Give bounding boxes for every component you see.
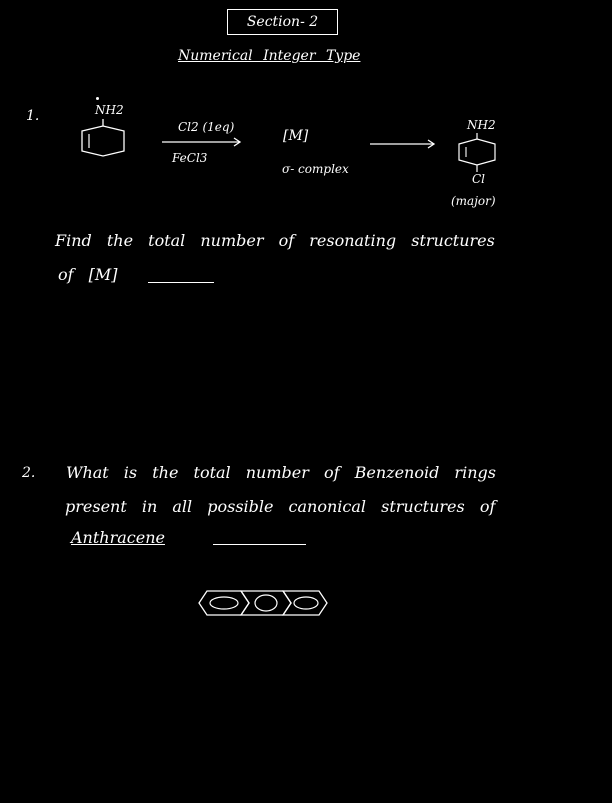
q2-number: 2. bbox=[22, 465, 36, 481]
q1-reagent-bottom: FeCl3 bbox=[172, 151, 208, 165]
q1-intermediate: [M] bbox=[283, 128, 309, 144]
q1-reagent-top: Cl2 (1eq) bbox=[178, 120, 235, 134]
q1-product-nh2: NH2 bbox=[467, 118, 496, 132]
q1-product-cl: Cl bbox=[472, 172, 486, 186]
q2-answer-blank bbox=[213, 544, 306, 545]
q1-answer-blank bbox=[148, 282, 214, 283]
q1-reaction-arrow-icon bbox=[162, 137, 242, 147]
product-benzene-ring-icon bbox=[458, 133, 496, 172]
q2-line2: present in all possible canonical struct… bbox=[65, 497, 496, 516]
q2-line3: Anthracene bbox=[71, 528, 165, 547]
q1-number: 1. bbox=[26, 108, 40, 124]
q1-intermediate-note: σ- complex bbox=[282, 162, 349, 176]
q1-second-arrow-icon bbox=[370, 139, 436, 149]
section-title: Section- 2 bbox=[246, 14, 319, 30]
section-title-box: Section- 2 bbox=[227, 9, 338, 35]
q1-reactant-nh2: NH2 bbox=[95, 103, 124, 117]
anthracene-structure-icon bbox=[198, 590, 328, 616]
q2-line1: What is the total number of Benzenoid ri… bbox=[66, 463, 496, 482]
q1-product-note: (major) bbox=[451, 194, 496, 208]
section-subtitle: Numerical Integer Type bbox=[178, 48, 361, 64]
lone-pair-dot bbox=[96, 97, 99, 100]
aniline-benzene-ring-icon bbox=[81, 119, 125, 157]
q1-question-line1: Find the total number of resonating stru… bbox=[55, 231, 495, 250]
q1-question-line2: of [M] bbox=[58, 265, 118, 284]
